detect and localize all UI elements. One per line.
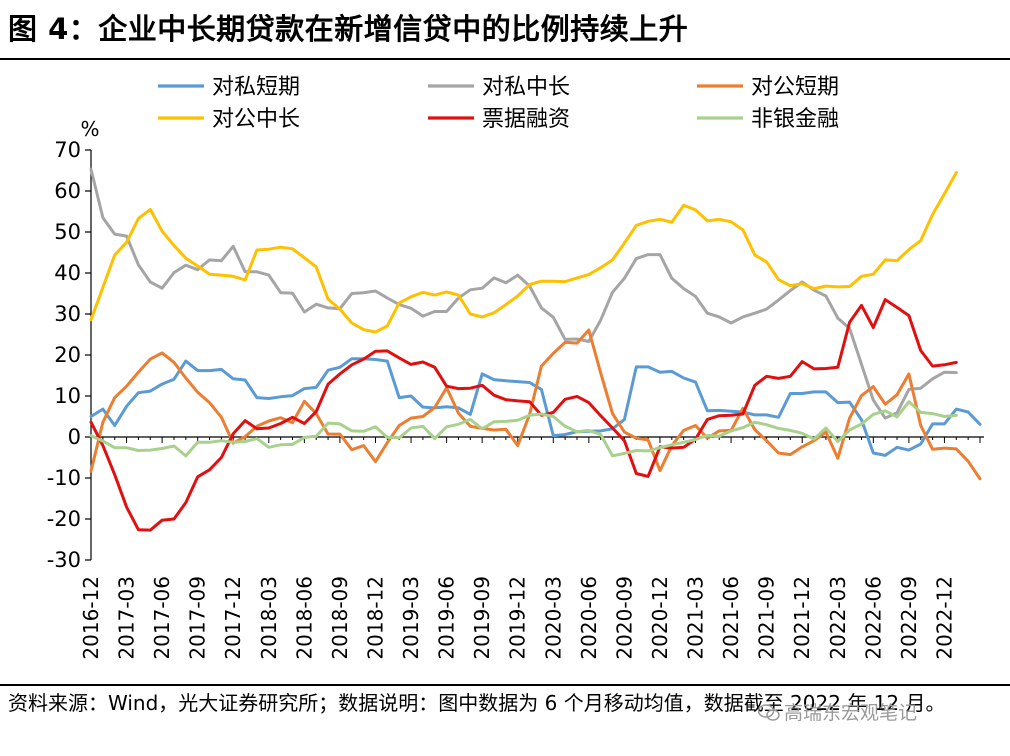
series-line xyxy=(89,171,958,334)
x-tick-label: 2017-09 xyxy=(186,576,210,660)
watermark-text: 高瑞东宏观笔记 xyxy=(784,702,918,724)
y-tick-label: 40 xyxy=(54,261,81,285)
line-chart: 70 60 50 40 30 20 10 0 -10 -20 -30% 2016-12 2017-03 2… xyxy=(47,75,984,660)
legend-label: 对私中长 xyxy=(482,75,570,100)
x-tick-label: 2018-06 xyxy=(292,576,316,660)
x-tick-label: 2020-09 xyxy=(612,576,636,660)
x-tick-label: 2019-12 xyxy=(506,576,530,660)
y-tick-label: 70 xyxy=(54,138,81,162)
x-tick-label: 2016-12 xyxy=(79,576,103,660)
wechat-icon xyxy=(758,704,780,721)
title-rule xyxy=(0,58,1010,60)
y-tick-label: -20 xyxy=(47,507,81,531)
watermark: 高瑞东宏观笔记 xyxy=(758,698,917,725)
x-tick-label: 2020-06 xyxy=(577,576,601,660)
x-tick-label: 2022-09 xyxy=(897,576,921,660)
y-tick-label: 20 xyxy=(54,343,81,367)
x-tick-label: 2021-06 xyxy=(719,576,743,660)
x-tick-label: 2021-09 xyxy=(755,576,779,660)
x-tick-label: 2017-06 xyxy=(150,576,174,660)
figure-title: 图 4：企业中长期贷款在新增信贷中的比例持续上升 xyxy=(8,12,689,46)
footer-rule xyxy=(0,684,1010,686)
y-unit-label: % xyxy=(80,117,99,141)
y-tick-label: 50 xyxy=(54,220,81,244)
legend-label: 非银金融 xyxy=(751,107,839,132)
x-tick-label: 2022-03 xyxy=(826,576,850,660)
x-tick-label: 2017-03 xyxy=(115,576,139,660)
series-line xyxy=(89,328,982,481)
legend-label: 对公短期 xyxy=(751,75,839,100)
x-tick-label: 2020-03 xyxy=(541,576,565,660)
x-tick-label: 2018-12 xyxy=(363,576,387,660)
source-note: 资料来源：Wind，光大证券研究所；数据说明：图中数据为 6 个月移动均值，数据… xyxy=(8,691,946,715)
y-tick-label: 0 xyxy=(68,425,81,449)
x-tick-label: 2019-03 xyxy=(399,576,423,660)
legend-label: 票据融资 xyxy=(482,107,570,132)
series-line xyxy=(89,400,958,458)
y-tick-label: -10 xyxy=(47,466,81,490)
x-tick-label: 2018-03 xyxy=(257,576,281,660)
x-tick-label: 2022-12 xyxy=(932,576,956,660)
series-line xyxy=(89,298,958,532)
x-tick-label: 2021-03 xyxy=(684,576,708,660)
y-tick-label: 30 xyxy=(54,302,81,326)
y-tick-label: -30 xyxy=(47,548,81,572)
x-tick-label: 2022-06 xyxy=(861,576,885,660)
y-tick-label: 60 xyxy=(54,179,81,203)
x-tick-label: 2019-06 xyxy=(435,576,459,660)
x-tick-label: 2017-12 xyxy=(221,576,245,660)
y-tick-label: 10 xyxy=(54,384,81,408)
x-tick-label: 2018-09 xyxy=(328,576,352,660)
legend-label: 对私短期 xyxy=(212,75,300,100)
legend-label: 对公中长 xyxy=(212,107,300,132)
x-tick-label: 2021-12 xyxy=(790,576,814,660)
x-tick-label: 2019-09 xyxy=(470,576,494,660)
x-tick-label: 2020-12 xyxy=(648,576,672,660)
